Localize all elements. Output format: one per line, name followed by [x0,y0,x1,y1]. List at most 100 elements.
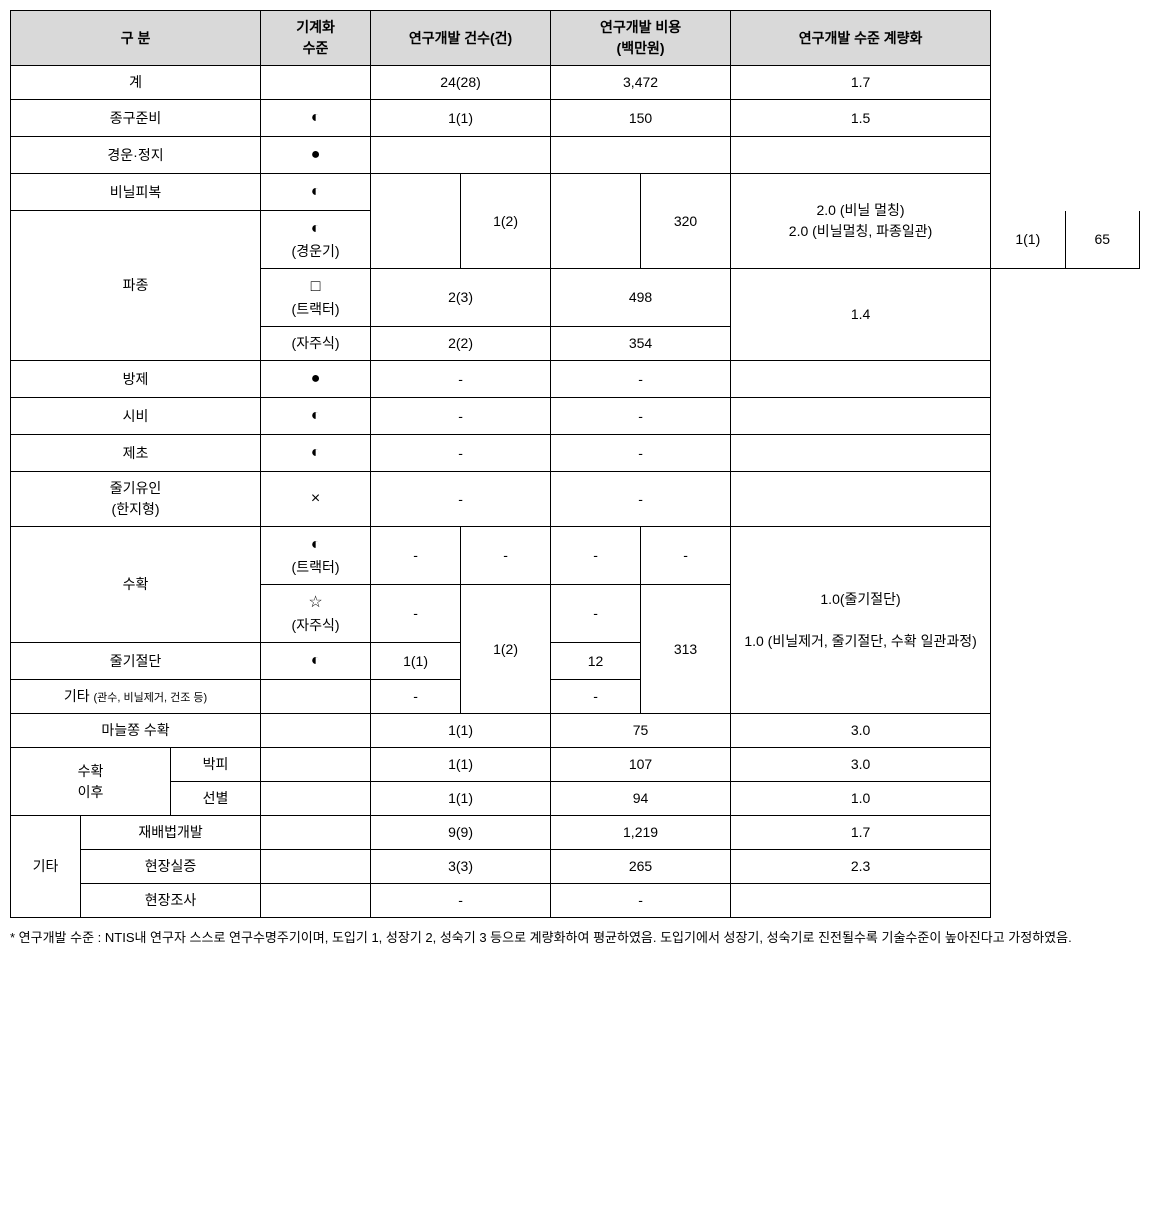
cost-peel: 107 [551,748,731,782]
mech-weed: ◐ [261,435,371,472]
count-field: 3(3) [371,850,551,884]
level-tillage [731,137,991,174]
row-pest: 방제 ● - - [11,361,1140,398]
header-category: 구 분 [11,11,261,66]
row-post-peel: 수확 이후 박피 1(1) 107 3.0 [11,748,1140,782]
count-cultiv: 9(9) [371,816,551,850]
row-etc-field: 현장실증 3(3) 265 2.3 [11,850,1140,884]
level-sort: 1.0 [731,782,991,816]
label-peel: 박피 [171,748,261,782]
row-weed: 제초 ◐ - - [11,435,1140,472]
count-total: 24(28) [371,66,551,100]
row-etc-cultiv: 기타 재배법개발 9(9) 1,219 1.7 [11,816,1140,850]
count-sort: 1(1) [371,782,551,816]
count-sowing-2: 2(3) [371,269,551,327]
cost-stem-train: - [551,472,731,527]
mech-sowing-1-sub: (경운기) [292,243,340,259]
mech-vinyl: ◐ [261,174,371,211]
cost-garlic: 75 [551,714,731,748]
row-etc-survey: 현장조사 - - [11,884,1140,918]
count-harvest-2a: - [371,585,461,643]
count-peel: 1(1) [371,748,551,782]
level-garlic: 3.0 [731,714,991,748]
row-post-sort: 선별 1(1) 94 1.0 [11,782,1140,816]
level-fert [731,398,991,435]
header-rnd-level: 연구개발 수준 계량화 [731,11,991,66]
mech-sowing-3: (자주식) [261,327,371,361]
level-total: 1.7 [731,66,991,100]
label-other1-text: 기타 [64,688,94,704]
level-harvest-block: 1.0(줄기절단) 1.0 (비닐제거, 줄기절단, 수확 일관과정) [731,527,991,714]
mech-harvest-2: ☆(자주식) [261,585,371,643]
cost-vinyl-b [551,174,641,269]
count-stemcut-a: 1(1) [371,643,461,680]
table-header-row: 구 분 기계화 수준 연구개발 건수(건) 연구개발 비용 (백만원) 연구개발… [11,11,1140,66]
cost-harvest-1b: - [641,527,731,585]
label-stemcut: 줄기절단 [11,643,261,680]
label-seed-prep: 종구준비 [11,100,261,137]
level-weed [731,435,991,472]
header-rnd-cost: 연구개발 비용 (백만원) [551,11,731,66]
mech-total [261,66,371,100]
label-stem-train-text: 줄기유인 [110,480,162,496]
row-total: 계 24(28) 3,472 1.7 [11,66,1140,100]
cost-total: 3,472 [551,66,731,100]
count-pest: - [371,361,551,398]
mech-sowing-1: ◐ (경운기) [261,211,371,269]
count-sowing-1a: 1(1) [991,211,1065,269]
mech-pest: ● [261,361,371,398]
mech-survey [261,884,371,918]
label-fert: 시비 [11,398,261,435]
mech-sowing-2-sym: □ [311,278,321,295]
header-rnd-count: 연구개발 건수(건) [371,11,551,66]
mech-sowing-2: □ (트랙터) [261,269,371,327]
row-garlic-sprout: 마늘쫑 수확 1(1) 75 3.0 [11,714,1140,748]
level-vinyl-sowing-top: 2.0 (비닐 멀칭) 2.0 (비닐멀칭, 파종일관) [731,174,991,269]
mech-sowing-2-sub: (트랙터) [292,301,340,317]
mech-other1 [261,680,371,714]
label-harvest: 수확 [11,527,261,643]
label-field: 현장실증 [81,850,261,884]
level-pest [731,361,991,398]
level-seed-prep: 1.5 [731,100,991,137]
count-seed-prep: 1(1) [371,100,551,137]
mech-fert: ◐ [261,398,371,435]
label-sowing: 파종 [11,211,261,361]
level-peel: 3.0 [731,748,991,782]
count-other1-a: - [371,680,461,714]
count-garlic: 1(1) [371,714,551,748]
cost-vinyl-merge: 320 [641,174,731,269]
header-mech-level: 기계화 수준 [261,11,371,66]
label-post: 수확 이후 [11,748,171,816]
mech-harvest-2-sub: (자주식) [292,617,340,633]
footnote-text: * 연구개발 수준 : NTIS내 연구자 스스로 연구수명주기이며, 도입기 … [10,926,1140,951]
level-survey [731,884,991,918]
cost-survey: - [551,884,731,918]
label-garlic: 마늘쫑 수확 [11,714,261,748]
level-field: 2.3 [731,850,991,884]
label-sort: 선별 [171,782,261,816]
count-fert: - [371,398,551,435]
cost-sowing-2: 498 [551,269,731,327]
row-vinyl: 비닐피복 ◐ 1(2) 320 2.0 (비닐 멀칭) 2.0 (비닐멀칭, 파… [11,174,1140,211]
level-cultiv: 1.7 [731,816,991,850]
cost-pest: - [551,361,731,398]
mech-field [261,850,371,884]
label-weed: 제초 [11,435,261,472]
level-stem-train [731,472,991,527]
row-stem-train: 줄기유인(한지형) × - - [11,472,1140,527]
label-other1-sub: (관수, 비닐제거, 건조 등) [94,692,208,704]
mech-peel [261,748,371,782]
label-stem-train-sub: (한지형) [112,501,160,517]
mech-garlic [261,714,371,748]
mech-harvest-1-sub: (트랙터) [292,559,340,575]
mech-sowing-1-sym: ◐ [311,220,321,237]
cost-stemcut-a: 12 [551,643,641,680]
count-harvest-merge: 1(2) [461,585,551,714]
row-tillage: 경운·정지 ● [11,137,1140,174]
label-cultiv: 재배법개발 [81,816,261,850]
count-stem-train: - [371,472,551,527]
mech-seed-prep: ◐ [261,100,371,137]
mech-harvest-1-sym: ◐ [311,536,321,553]
label-pest: 방제 [11,361,261,398]
